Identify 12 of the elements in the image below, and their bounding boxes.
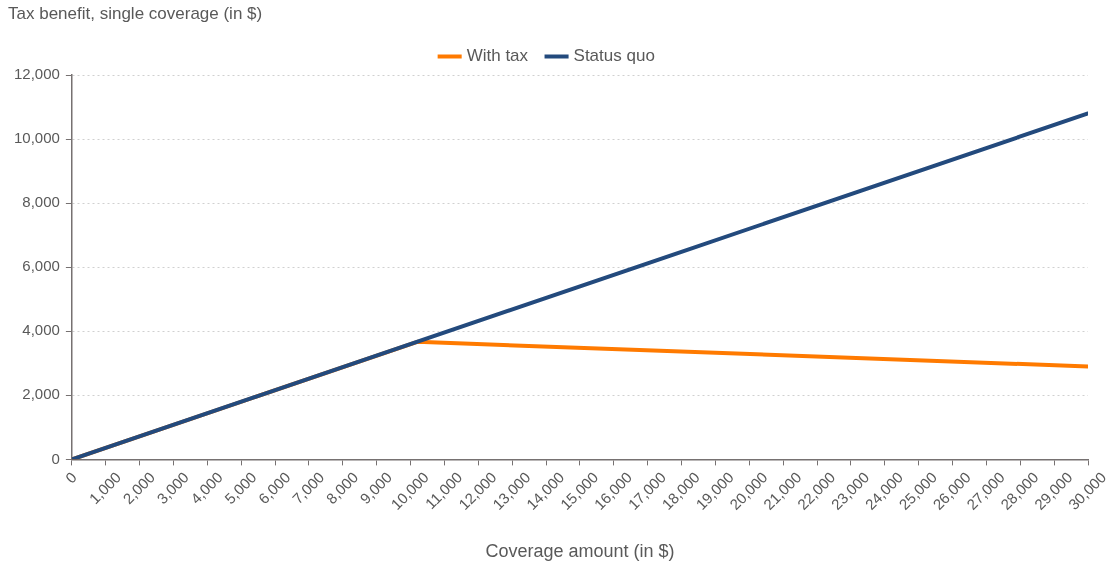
- x-tick-label: 0: [61, 468, 80, 487]
- y-axis-title: Tax benefit, single coverage (in $): [8, 4, 263, 24]
- legend-label: With tax: [466, 46, 529, 66]
- x-axis-title: Coverage amount (in $): [485, 541, 675, 562]
- y-tick-label: 6,000: [22, 257, 60, 275]
- y-tick-label: 4,000: [22, 321, 60, 339]
- legend-label: Status quo: [573, 46, 655, 66]
- y-tick-label: 2,000: [22, 385, 60, 403]
- y-tick-label: 0: [51, 449, 60, 467]
- y-tick-label: 10,000: [13, 129, 60, 147]
- y-tick-label: 12,000: [13, 65, 60, 83]
- y-tick-label: 8,000: [22, 193, 60, 211]
